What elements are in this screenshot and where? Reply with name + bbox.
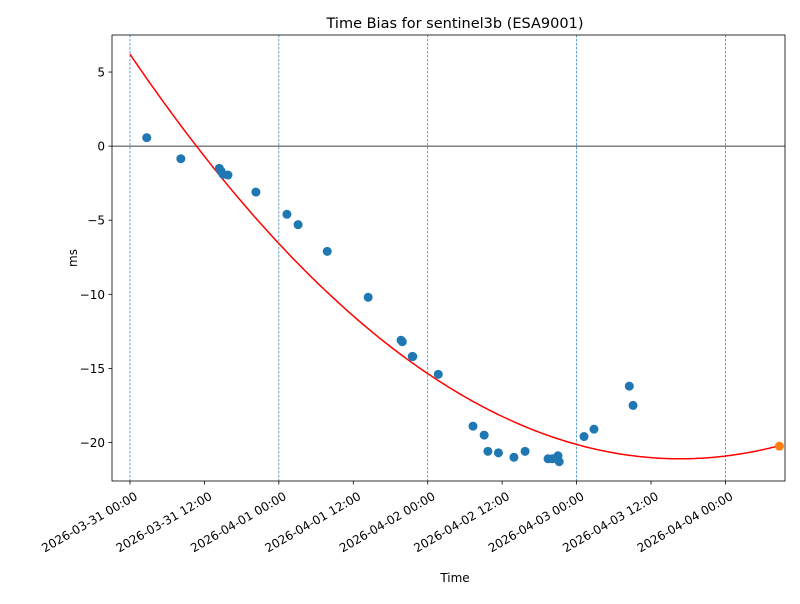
measurements-point (397, 337, 407, 347)
measurements-point (176, 154, 186, 164)
measurements-point (628, 400, 638, 410)
prediction-point (774, 441, 784, 451)
y-tick-label: −5 (87, 214, 105, 228)
y-axis-label: ms (66, 249, 80, 267)
measurements-point (579, 432, 589, 442)
y-tick-label: −10 (80, 288, 105, 302)
measurements-point (468, 421, 478, 431)
measurements-point (408, 352, 418, 362)
x-axis-label: Time (439, 571, 469, 585)
measurements-point (589, 424, 599, 434)
measurements-point (493, 448, 503, 458)
measurements-point (251, 187, 261, 197)
measurements-point (483, 446, 493, 456)
measurements-point (624, 381, 634, 391)
y-tick-label: 0 (97, 140, 105, 154)
y-tick-label: 5 (97, 66, 105, 80)
y-tick-label: −15 (80, 362, 105, 376)
measurements-point (479, 430, 489, 440)
axes-frame (111, 34, 786, 482)
fit-curve (129, 53, 780, 460)
measurements-point (293, 220, 303, 230)
measurements-point (322, 246, 332, 256)
measurements-point (223, 170, 233, 180)
measurements-point (554, 457, 564, 467)
measurements-point (433, 369, 443, 379)
chart-title: Time Bias for sentinel3b (ESA9001) (326, 16, 584, 32)
measurements-point (520, 446, 530, 456)
measurements-point (282, 209, 292, 219)
measurements-point (142, 133, 152, 143)
measurements-point (363, 292, 373, 302)
y-tick-label: −20 (80, 436, 105, 450)
measurements-point (509, 452, 519, 462)
